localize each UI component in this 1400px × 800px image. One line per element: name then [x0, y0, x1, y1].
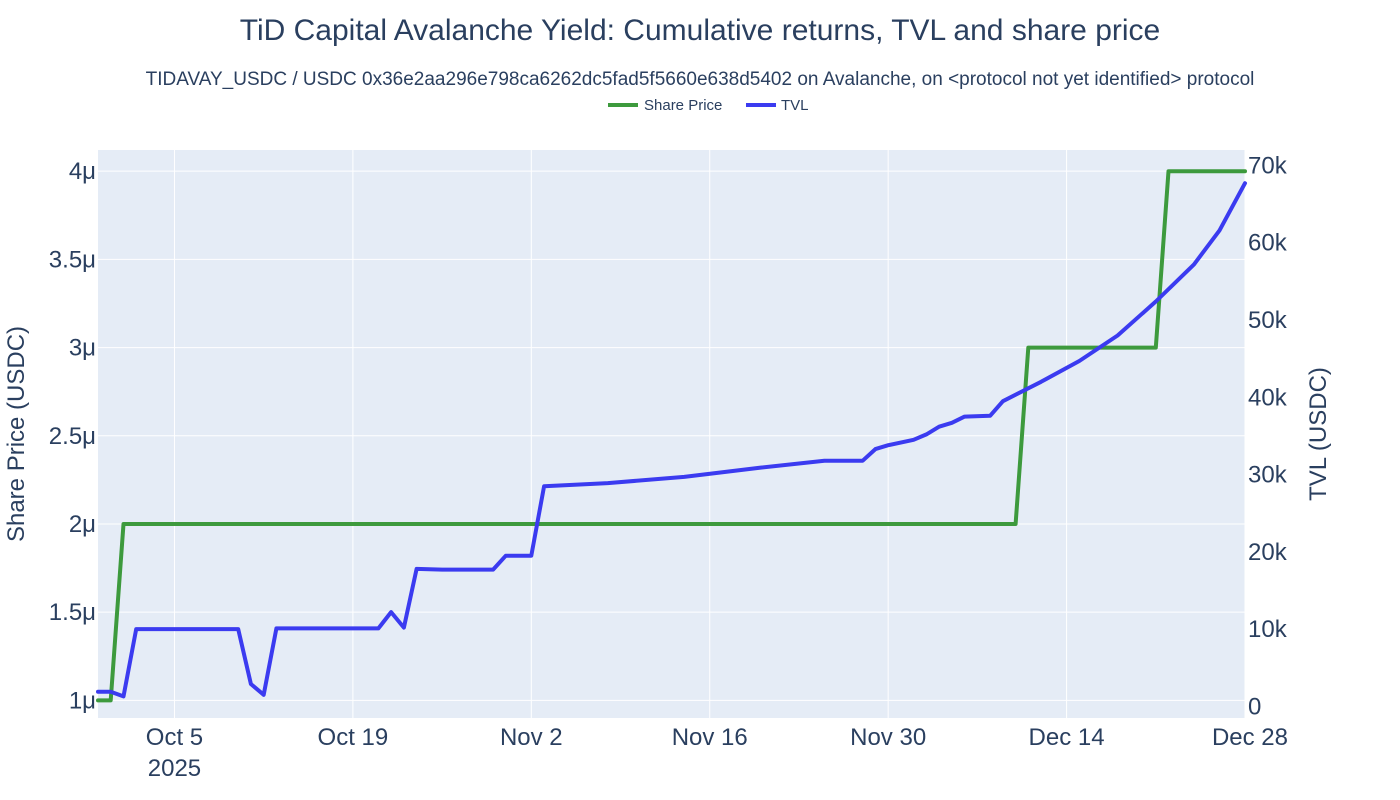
y-right-tick-label: 0	[1248, 693, 1261, 720]
chart-title: TiD Capital Avalanche Yield: Cumulative …	[240, 14, 1160, 47]
legend-label-share-price: Share Price	[644, 97, 722, 114]
x-tick-label: Oct 5	[146, 724, 203, 751]
tvl-line	[96, 181, 1247, 699]
y-right-tick-label: 70k	[1248, 152, 1288, 179]
share-price-line	[96, 169, 1247, 703]
x-tick-label: Oct 19	[318, 724, 389, 751]
y-right-tick-label: 60k	[1248, 230, 1288, 257]
series-lines	[96, 169, 1247, 703]
y-right-tick-label: 30k	[1248, 462, 1288, 489]
y-left-tick-label: 1μ	[69, 687, 96, 714]
y-left-tick-label: 4μ	[69, 158, 96, 185]
x-tick-label: Nov 2	[500, 724, 563, 751]
x-tick-sublabel: 2025	[148, 755, 201, 782]
legend[interactable]: Share Price TVL	[608, 97, 809, 114]
x-tick-label: Nov 30	[850, 724, 926, 751]
y-left-tick-label: 3μ	[69, 335, 96, 362]
y-right-tick-label: 50k	[1248, 307, 1288, 334]
y-axis-right-title: TVL (USDC)	[1305, 367, 1332, 501]
y-right-tick-label: 20k	[1248, 539, 1288, 566]
plot-area[interactable]	[98, 150, 1245, 718]
x-tick-label: Dec 14	[1029, 724, 1105, 751]
y-left-tick-label: 2.5μ	[49, 423, 96, 450]
y-axis-left-title: Share Price (USDC)	[3, 326, 30, 542]
x-tick-label: Nov 16	[672, 724, 748, 751]
x-tick-label: Dec 28	[1212, 724, 1288, 751]
y-right-tick-label: 40k	[1248, 384, 1288, 411]
y-left-tick-label: 1.5μ	[49, 599, 96, 626]
y-right-tick-label: 10k	[1248, 616, 1288, 643]
legend-label-tvl: TVL	[781, 97, 809, 114]
chart-subtitle: TIDAVAY_USDC / USDC 0x36e2aa296e798ca626…	[146, 69, 1255, 90]
tick-labels: 1μ 1.5μ 2μ 2.5μ 3μ 3.5μ 4μ 0 10k 20k 30k 40k 50k 60k 7…	[49, 152, 1288, 782]
y-left-tick-label: 2μ	[69, 511, 96, 538]
y-left-tick-label: 3.5μ	[49, 246, 96, 273]
